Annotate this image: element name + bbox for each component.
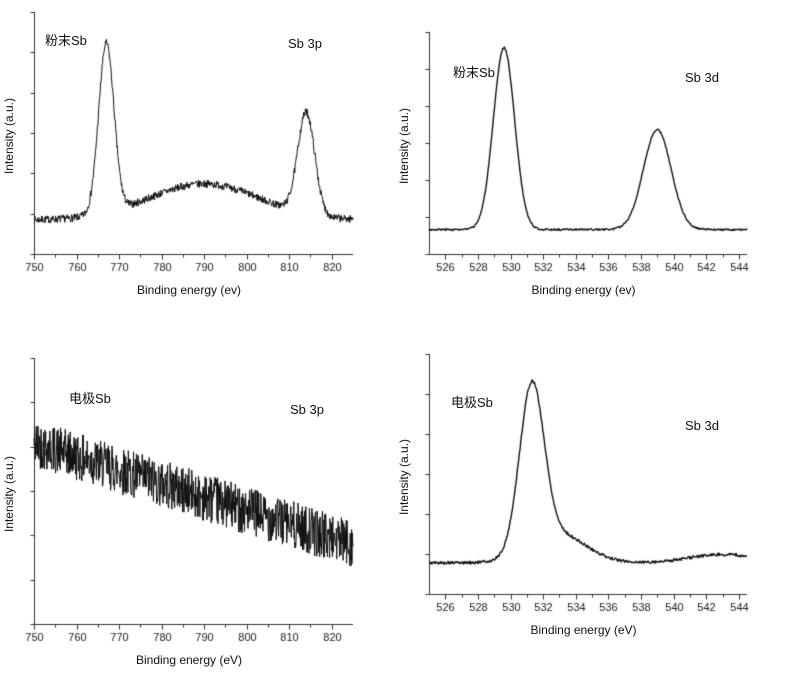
plot-area-powder-sb3p: 粉末Sb Sb 3p: [20, 6, 358, 284]
x-axis-label: Binding energy (ev): [136, 283, 242, 297]
x-axis-label: Binding energy (ev): [531, 283, 636, 297]
x-axis-label: Binding energy (eV): [530, 623, 637, 637]
region-label: Sb 3d: [685, 70, 719, 85]
region-label: Sb 3p: [288, 36, 322, 51]
panel-powder-sb3d: Intensity (a.u.) 粉末Sb Sb 3d Binding ener…: [397, 26, 752, 297]
spectrum-canvas-powder-sb3d: [415, 26, 752, 284]
y-axis-label: Intensity (a.u.): [2, 98, 16, 175]
panel-powder-sb3p: Intensity (a.u.) 粉末Sb Sb 3p Binding ener…: [2, 6, 358, 297]
x-axis-label: Binding energy (eV): [135, 653, 243, 667]
panel-electrode-sb3p: Intensity (a.u.) 电极Sb Sb 3p Binding ener…: [2, 352, 358, 667]
y-axis-label: Intensity (a.u.): [2, 456, 16, 533]
region-label: Sb 3d: [685, 418, 719, 433]
spectrum-canvas-electrode-sb3d: [415, 348, 752, 624]
sample-label: 电极Sb: [451, 395, 493, 410]
y-axis-label: Intensity (a.u.): [397, 439, 411, 516]
spectrum-canvas-electrode-sb3p: [20, 352, 358, 654]
region-label: Sb 3p: [290, 402, 324, 417]
panel-electrode-sb3d: Intensity (a.u.) 电极Sb Sb 3d Binding ener…: [397, 348, 752, 637]
plot-area-powder-sb3d: 粉末Sb Sb 3d: [415, 26, 752, 284]
y-axis-label: Intensity (a.u.): [397, 108, 411, 185]
plot-area-electrode-sb3d: 电极Sb Sb 3d: [415, 348, 752, 624]
plot-area-electrode-sb3p: 电极Sb Sb 3p: [20, 352, 358, 654]
sample-label: 粉末Sb: [45, 33, 87, 48]
sample-label: 电极Sb: [69, 391, 111, 406]
spectrum-canvas-powder-sb3p: [20, 6, 358, 284]
sample-label: 粉末Sb: [453, 65, 495, 80]
